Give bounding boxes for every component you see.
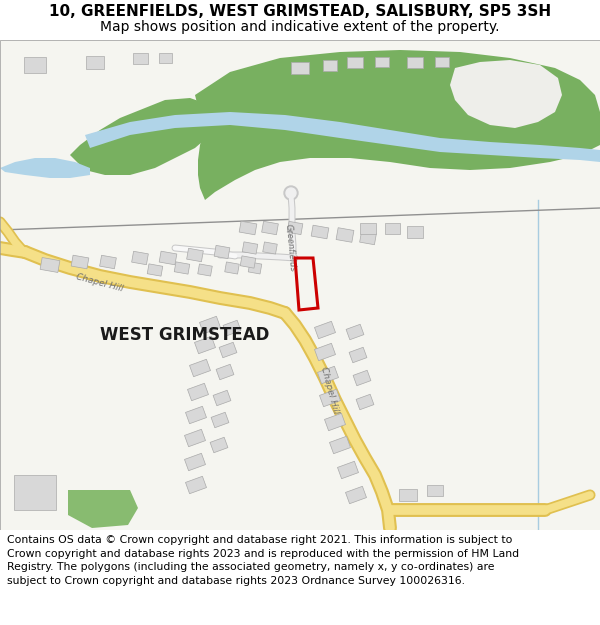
Polygon shape xyxy=(240,256,256,268)
Polygon shape xyxy=(407,56,423,68)
Polygon shape xyxy=(349,348,367,362)
Polygon shape xyxy=(375,57,389,67)
Polygon shape xyxy=(311,225,329,239)
Text: Greenfields: Greenfields xyxy=(283,224,296,272)
Polygon shape xyxy=(213,390,231,406)
Polygon shape xyxy=(287,221,303,234)
Polygon shape xyxy=(219,342,237,357)
Polygon shape xyxy=(214,246,230,259)
Polygon shape xyxy=(242,242,258,254)
Polygon shape xyxy=(223,320,241,336)
Polygon shape xyxy=(248,262,262,274)
Polygon shape xyxy=(346,324,364,340)
Polygon shape xyxy=(70,98,215,175)
Polygon shape xyxy=(399,489,417,501)
Polygon shape xyxy=(198,264,212,276)
Polygon shape xyxy=(317,366,338,384)
Text: WEST GRIMSTEAD: WEST GRIMSTEAD xyxy=(100,326,269,344)
Polygon shape xyxy=(185,476,206,494)
Polygon shape xyxy=(319,389,341,407)
Polygon shape xyxy=(194,336,215,354)
Polygon shape xyxy=(14,474,56,509)
Polygon shape xyxy=(427,484,443,496)
Polygon shape xyxy=(323,59,337,71)
Polygon shape xyxy=(86,56,104,69)
Text: Chapel Hill: Chapel Hill xyxy=(76,272,125,294)
Polygon shape xyxy=(337,461,359,479)
Polygon shape xyxy=(407,226,423,238)
Polygon shape xyxy=(131,251,148,265)
Polygon shape xyxy=(385,222,400,234)
Polygon shape xyxy=(336,228,354,242)
Polygon shape xyxy=(211,412,229,428)
Polygon shape xyxy=(187,248,203,262)
Polygon shape xyxy=(262,221,278,235)
Polygon shape xyxy=(347,56,363,68)
Polygon shape xyxy=(71,255,89,269)
Polygon shape xyxy=(174,262,190,274)
Polygon shape xyxy=(435,57,449,67)
Polygon shape xyxy=(184,453,206,471)
Polygon shape xyxy=(210,438,228,452)
Polygon shape xyxy=(263,242,277,254)
Polygon shape xyxy=(356,394,374,410)
Polygon shape xyxy=(190,359,211,377)
Polygon shape xyxy=(346,486,367,504)
Polygon shape xyxy=(187,383,209,401)
Text: Chapel Hill: Chapel Hill xyxy=(319,366,341,414)
Polygon shape xyxy=(450,60,562,128)
Polygon shape xyxy=(291,62,309,74)
Polygon shape xyxy=(85,112,600,162)
Polygon shape xyxy=(0,158,90,178)
Polygon shape xyxy=(199,316,221,334)
Polygon shape xyxy=(40,258,60,272)
Polygon shape xyxy=(159,251,177,265)
Polygon shape xyxy=(325,413,346,431)
Polygon shape xyxy=(133,52,148,64)
Polygon shape xyxy=(239,221,257,235)
Polygon shape xyxy=(184,429,206,447)
Polygon shape xyxy=(225,262,239,274)
Polygon shape xyxy=(353,370,371,386)
Circle shape xyxy=(284,186,298,200)
Polygon shape xyxy=(360,222,376,234)
Polygon shape xyxy=(314,321,335,339)
Polygon shape xyxy=(359,231,376,245)
Text: Contains OS data © Crown copyright and database right 2021. This information is : Contains OS data © Crown copyright and d… xyxy=(7,535,520,586)
Circle shape xyxy=(286,188,296,198)
Polygon shape xyxy=(24,57,46,73)
Polygon shape xyxy=(0,40,600,530)
Polygon shape xyxy=(195,50,600,200)
Polygon shape xyxy=(158,53,172,63)
Polygon shape xyxy=(216,364,234,380)
Polygon shape xyxy=(329,436,350,454)
Text: 10, GREENFIELDS, WEST GRIMSTEAD, SALISBURY, SP5 3SH: 10, GREENFIELDS, WEST GRIMSTEAD, SALISBU… xyxy=(49,4,551,19)
Text: Map shows position and indicative extent of the property.: Map shows position and indicative extent… xyxy=(100,20,500,34)
Polygon shape xyxy=(147,264,163,276)
Polygon shape xyxy=(185,406,206,424)
Polygon shape xyxy=(314,343,335,361)
Polygon shape xyxy=(100,255,116,269)
Polygon shape xyxy=(68,490,138,528)
